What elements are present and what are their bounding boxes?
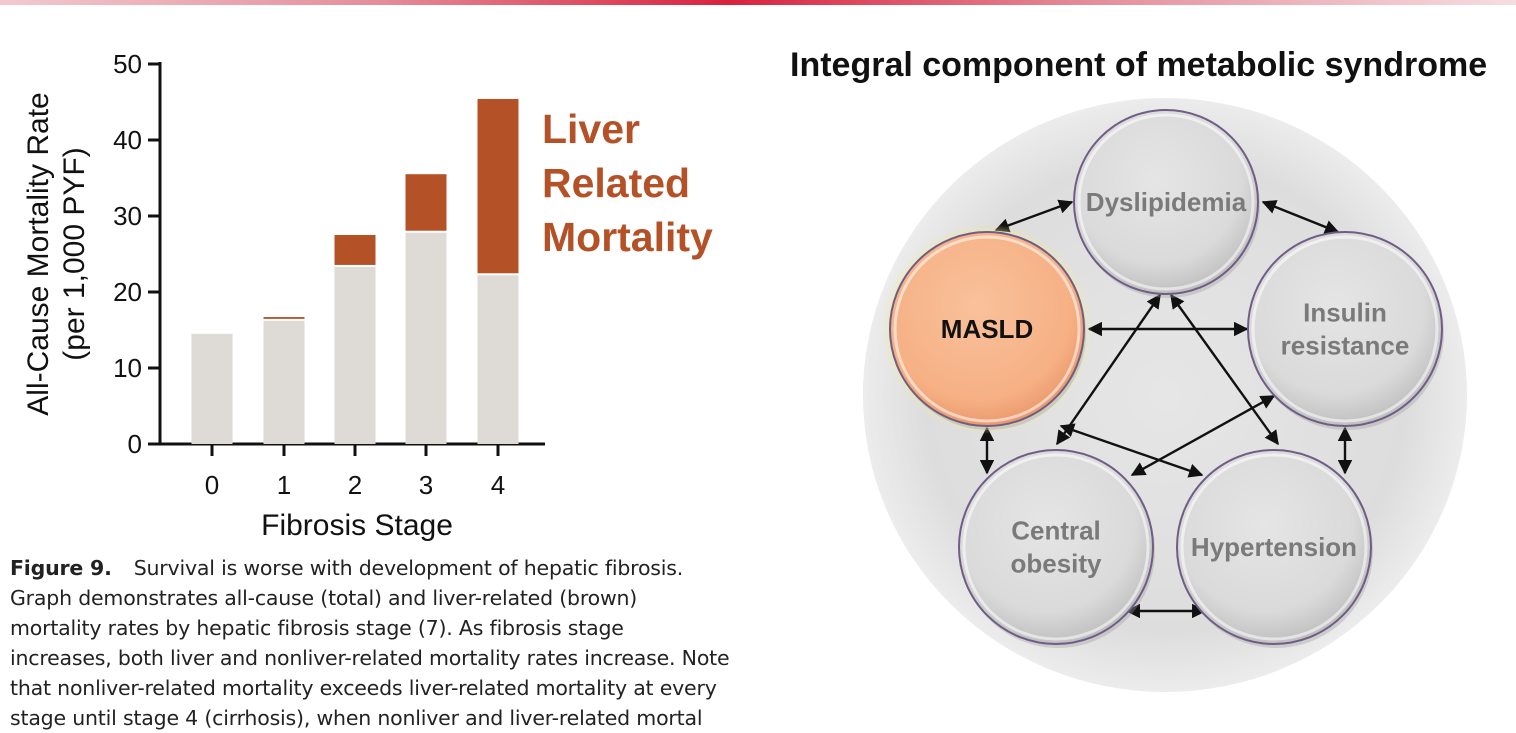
- x-tick-label: 1: [277, 470, 291, 500]
- x-tick-label: 3: [419, 470, 433, 500]
- node-hypertension: Hypertension: [1176, 449, 1373, 648]
- figure-caption: Figure 9. Survival is worse with developm…: [10, 553, 730, 733]
- y-tick-label: 10: [113, 353, 142, 383]
- bar-liver-segment: [477, 98, 519, 274]
- node-masld: MASLD: [882, 224, 1092, 434]
- connection-arrow: [1130, 394, 1276, 477]
- y-tick-label: 0: [128, 429, 142, 459]
- top-accent-bar: [0, 0, 1516, 5]
- connection-arrow: [1261, 200, 1340, 234]
- node-highlight-ring: [1251, 235, 1439, 423]
- node-highlight-ring: [962, 453, 1150, 641]
- node-label: Central: [1011, 516, 1101, 546]
- bar-liver-segment: [263, 317, 305, 319]
- connection-arrow: [1056, 293, 1161, 446]
- node-circle: [1247, 231, 1443, 427]
- connection-arrow: [994, 199, 1074, 233]
- caption-figure-number: Figure 9.: [10, 556, 112, 580]
- node-label: obesity: [1010, 549, 1102, 579]
- bar-total-segment: [477, 275, 519, 444]
- bar-total-segment: [405, 232, 447, 444]
- connection-arrows: [979, 199, 1353, 619]
- liver-mortality-annotation: Related: [542, 160, 690, 206]
- node-label: MASLD: [941, 314, 1033, 344]
- node-label: Insulin: [1303, 298, 1387, 328]
- y-tick-label: 20: [113, 277, 142, 307]
- y-axis-label-units: (per 1,000 PYF): [58, 147, 91, 360]
- node-label: Dyslipidemia: [1086, 187, 1247, 217]
- node-highlight-ring: [1077, 113, 1255, 291]
- node-highlight-ring: [893, 235, 1081, 423]
- y-tick-label: 30: [113, 201, 142, 231]
- liver-mortality-annotation: Liver: [542, 106, 640, 152]
- node-dyslipidemia: Dyslipidemia: [1073, 109, 1260, 298]
- node-circle: [1176, 449, 1372, 645]
- y-axis-label: All-Cause Mortality Rate: [22, 92, 55, 415]
- x-tick-label: 2: [348, 470, 362, 500]
- bar-total-segment: [191, 333, 233, 444]
- node-circle: [958, 449, 1154, 645]
- y-tick-label: 40: [113, 125, 142, 155]
- bar-liver-segment: [405, 174, 447, 231]
- x-tick-label: 0: [205, 470, 219, 500]
- mortality-bar-chart: 0 10 20 30 40 50 0 1 2 3 4 Fibrosis Stage All-Cause …: [22, 49, 713, 542]
- node-circle: [1073, 109, 1259, 295]
- caption-text: Survival is worse with development of he…: [10, 556, 730, 730]
- node-circle: [889, 231, 1085, 427]
- bar-total-segment: [263, 320, 305, 444]
- node-label: Hypertension: [1191, 532, 1357, 562]
- x-tick-label: 4: [491, 470, 505, 500]
- bar-total-segment: [334, 266, 376, 444]
- liver-mortality-annotation: Mortality: [542, 214, 713, 260]
- bar-liver-segment: [334, 235, 376, 265]
- node-highlight-ring: [1180, 453, 1368, 641]
- diagram-title: Integral component of metabolic syndrome: [790, 46, 1488, 84]
- y-tick-label: 50: [113, 49, 142, 79]
- x-axis-label: Fibrosis Stage: [261, 509, 453, 542]
- node-label: resistance: [1281, 331, 1410, 361]
